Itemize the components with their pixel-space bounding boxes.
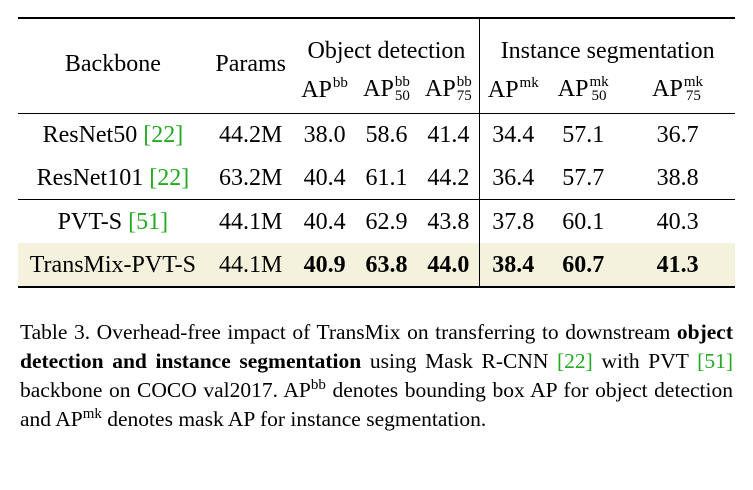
header-instance-segmentation: Instance segmentation <box>479 18 735 67</box>
cell-value: 57.7 <box>562 164 605 191</box>
row-backbone: PVT-S [51] <box>18 199 208 243</box>
cell-value: 60.1 <box>546 199 621 243</box>
cell-value: 43.8 <box>417 199 480 243</box>
results-table: Backbone Params Object detection Instanc… <box>18 17 735 288</box>
citation-link[interactable]: [22] <box>149 164 190 191</box>
table-row: PVT-S [51] 44.1M 40.4 62.9 43.8 37.8 60.… <box>18 199 735 243</box>
citation-link[interactable]: [22] <box>143 122 184 148</box>
cell-value: 61.1 <box>365 164 408 191</box>
header-params: Params <box>215 51 287 77</box>
citation-link[interactable]: [22] <box>557 349 593 373</box>
citation-link[interactable]: [51] <box>697 349 733 373</box>
caption-bold-phrase: object detection and instance segmentati… <box>20 320 733 373</box>
cell-value: 40.3 <box>620 199 735 243</box>
cell-value: 57.1 <box>546 113 621 156</box>
cell-value: 41.4 <box>417 113 480 156</box>
header-ap-bb: AP bb <box>301 75 348 103</box>
cell-value: 38.0 <box>293 113 356 156</box>
cell-value: 38.8 <box>656 164 699 191</box>
header-ap-mk-50: AP mk 50 <box>557 74 609 104</box>
cell-value: 58.6 <box>355 113 418 156</box>
cell-value-bold: 38.4 <box>479 243 547 287</box>
header-ap-mk-75: AP mk 75 <box>652 74 704 104</box>
row-backbone: TransMix-PVT-S <box>18 243 208 287</box>
results-table-container: Backbone Params Object detection Instanc… <box>18 17 735 288</box>
table-row: ResNet50 [22] 44.2M 38.0 58.6 41.4 34.4 … <box>18 113 735 156</box>
header-ap-bb-75: AP bb 75 <box>425 74 472 104</box>
cell-value: 36.7 <box>620 113 735 156</box>
row-backbone: ResNet101 [22] <box>36 164 190 191</box>
cell-value-bold: 44.0 <box>417 243 480 287</box>
header-ap-bb-50: AP bb 50 <box>363 74 410 104</box>
row-params: 44.1M <box>207 243 294 287</box>
cell-value-bold: 60.7 <box>546 243 621 287</box>
citation-link[interactable]: [51] <box>128 208 169 235</box>
table-row: ResNet101 [22] 63.2M 40.4 61.1 44.2 36.4… <box>18 156 735 200</box>
cell-value-bold: 41.3 <box>620 243 735 287</box>
cell-value: 37.8 <box>479 199 547 243</box>
header-ap-mk: AP mk <box>479 67 547 114</box>
table-row-highlighted: TransMix-PVT-S 44.1M 40.9 63.8 44.0 38.4… <box>18 243 735 287</box>
cell-value: 44.2 <box>427 164 470 191</box>
row-params: 44.2M <box>207 113 294 156</box>
row-backbone: ResNet50 [22] <box>18 113 208 156</box>
row-params: 63.2M <box>219 164 283 191</box>
row-params: 44.1M <box>207 199 294 243</box>
cell-value: 34.4 <box>479 113 547 156</box>
cell-value: 36.4 <box>479 156 547 200</box>
cell-value-bold: 63.8 <box>355 243 418 287</box>
header-object-detection: Object detection <box>307 38 466 64</box>
cell-value: 40.4 <box>303 164 346 191</box>
cell-value-bold: 40.9 <box>293 243 356 287</box>
cell-value: 40.4 <box>293 199 356 243</box>
header-backbone: Backbone <box>64 51 161 77</box>
table-caption: Table 3. Overhead-free impact of TransMi… <box>20 320 733 431</box>
cell-value: 62.9 <box>355 199 418 243</box>
